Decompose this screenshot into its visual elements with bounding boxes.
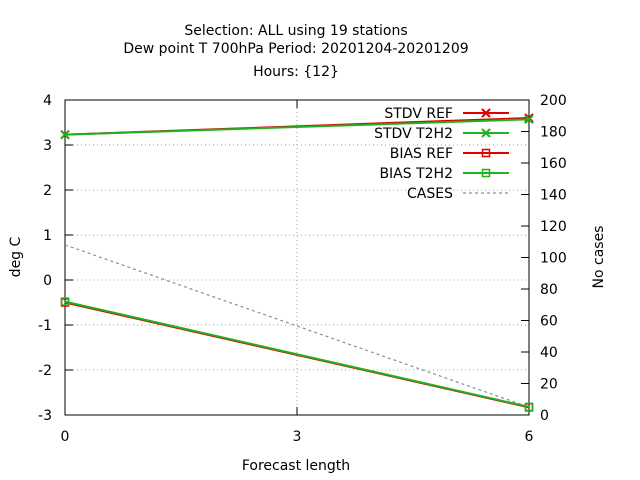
x-tick-label: 3 [293, 429, 302, 445]
plot-frame [64, 99, 530, 416]
series-line-cases [64, 244, 530, 408]
y2-tick-label: 80 [540, 282, 558, 298]
y2-tick-label: 180 [540, 125, 567, 141]
chart-title-line-1: Selection: ALL using 19 stations [184, 23, 407, 39]
data-point-bias-t2h2 [524, 402, 534, 412]
legend-label: STDV T2H2 [374, 126, 453, 142]
y-tick-label: 4 [43, 93, 52, 109]
series-cases [64, 244, 530, 408]
series-bias-t2h2 [60, 297, 534, 412]
y-tick-label: 1 [43, 228, 52, 244]
series-line-bias-t2h2 [64, 300, 530, 408]
legend: STDV REF STDV T2H2 BIAS REF BIAS T2H2 CASES [374, 106, 509, 202]
data-point-bias-t2h2 [60, 297, 70, 306]
series-line-stdv-t2h2 [64, 118, 530, 136]
y2-tick-label: 20 [540, 377, 558, 393]
y2-tick-label: 100 [540, 251, 567, 267]
x-tick-label: 0 [61, 429, 70, 445]
y2-tick-label: 40 [540, 345, 558, 361]
legend-item-stdv-t2h2: STDV T2H2 [374, 126, 509, 142]
legend-item-bias-t2h2: BIAS T2H2 [379, 166, 509, 182]
legend-marker [481, 148, 491, 158]
y2-tick-label: 0 [540, 408, 549, 424]
legend-marker [481, 108, 491, 118]
legend-label: STDV REF [384, 106, 453, 122]
series-stdv-t2h2 [60, 114, 534, 140]
y-axis-label: deg C [8, 236, 24, 277]
x-tick-label: 6 [525, 429, 534, 445]
legend-item-bias-ref: BIAS REF [390, 146, 509, 162]
y2-tick-label: 200 [540, 93, 567, 109]
y-tick-label: -2 [38, 363, 52, 379]
grid [65, 100, 529, 415]
y-tick-label: -3 [38, 408, 52, 424]
legend-item-cases: CASES [407, 186, 509, 202]
y2-axis-label: No cases [591, 226, 607, 289]
data-point-stdv-t2h2 [524, 114, 534, 125]
y-tick-label: 3 [43, 138, 52, 154]
series-layer [60, 113, 534, 412]
y-tick-label: 2 [43, 183, 52, 199]
y-tick-label: 0 [43, 273, 52, 289]
x-axis-label: Forecast length [242, 458, 350, 474]
y2-tick-label: 160 [540, 156, 567, 172]
data-point-stdv-t2h2 [60, 129, 70, 140]
y-tick-label: -1 [38, 318, 52, 334]
legend-item-stdv-ref: STDV REF [384, 106, 509, 122]
chart-title-line-3: Hours: {12} [253, 64, 339, 80]
y2-tick-label: 140 [540, 188, 567, 204]
legend-marker [481, 128, 491, 138]
chart-title-line-2: Dew point T 700hPa Period: 20201204-2020… [123, 41, 468, 57]
y2-tick-label: 120 [540, 219, 567, 235]
y2-tick-label: 60 [540, 314, 558, 330]
legend-label: BIAS REF [390, 146, 453, 162]
legend-label: BIAS T2H2 [379, 166, 453, 182]
legend-label: CASES [407, 186, 453, 202]
legend-marker [481, 168, 491, 178]
